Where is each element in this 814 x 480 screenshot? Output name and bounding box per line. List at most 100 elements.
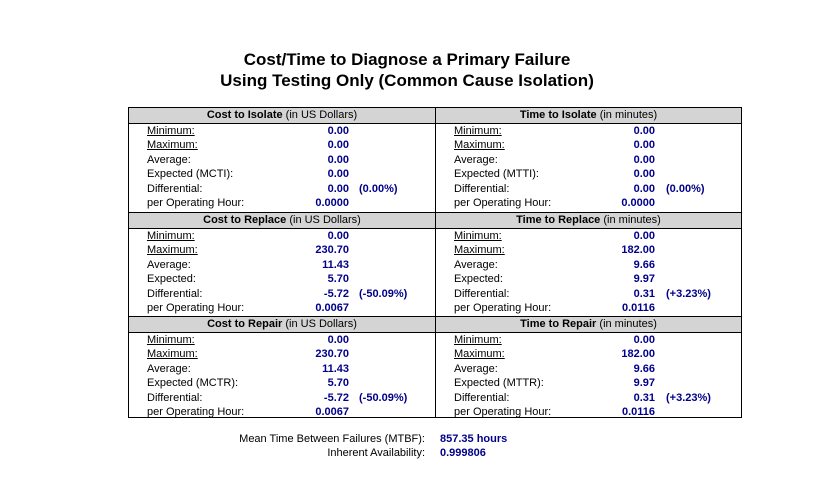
metric-label: Minimum: — [147, 334, 195, 346]
panel-unit: (in minutes) — [596, 318, 657, 330]
panel-unit: (in US Dollars) — [282, 109, 358, 121]
metric-value: 0.00 — [633, 334, 655, 346]
metric-value: 182.00 — [621, 348, 655, 361]
panel-cost-isolate: Cost to Isolate (in US Dollars) Minimum: 0… — [129, 108, 436, 212]
metric-value: 5.70 — [327, 377, 349, 390]
metric-value: 0.0000 — [621, 196, 655, 209]
metric-row: Maximum: 0.00 — [436, 138, 741, 152]
mtbf-value: 857.35 hours — [440, 433, 508, 445]
metric-row: Maximum: 182.00 — [436, 243, 741, 257]
metric-row: Differential: 0.00 (0.00%) — [436, 182, 741, 196]
metric-label: Minimum: — [147, 125, 195, 137]
metric-value: 0.00 — [327, 182, 349, 195]
metric-row: Expected: 9.97 — [436, 272, 741, 286]
metric-label: Differential: — [454, 287, 510, 300]
metric-row: Minimum: 0.00 — [129, 124, 435, 138]
metric-row: Minimum: 0.00 — [436, 333, 741, 347]
panel-title: Time to Replace — [516, 214, 601, 226]
metric-value: 0.00 — [633, 182, 655, 195]
metric-row: Average: 0.00 — [129, 153, 435, 167]
mtbf-label: Mean Time Between Failures (MTBF): — [239, 433, 425, 445]
metric-value: 9.97 — [633, 273, 655, 286]
metric-row: Maximum: 0.00 — [129, 138, 435, 152]
panel-title: Time to Repair — [520, 318, 597, 330]
metric-value: 5.70 — [327, 273, 349, 286]
metric-label: Expected (MTTI): — [454, 168, 539, 181]
metric-row: Minimum: 0.00 — [129, 229, 435, 243]
metric-label: Expected: — [454, 273, 503, 286]
metric-label: Average: — [147, 258, 191, 271]
metric-label: per Operating Hour: — [454, 405, 552, 418]
metric-row: Expected (MCTI): 0.00 — [129, 167, 435, 181]
metric-label: Differential: — [147, 287, 203, 300]
metric-row: Expected (MCTR): 5.70 — [129, 376, 435, 390]
metric-row: Average: 11.43 — [129, 362, 435, 376]
metric-row: per Operating Hour: 0.0067 — [129, 301, 435, 315]
metric-value: 0.00 — [327, 139, 349, 152]
metric-value: 0.00 — [327, 334, 349, 346]
metric-label: Maximum: — [454, 348, 505, 361]
metric-value: 9.97 — [633, 377, 655, 390]
metric-value: 0.00 — [327, 230, 349, 242]
metric-value: 0.00 — [633, 139, 655, 152]
metric-label: per Operating Hour: — [147, 405, 245, 418]
metric-value: -5.72 — [323, 287, 349, 300]
metric-value: 0.00 — [327, 153, 349, 166]
metric-label: Average: — [454, 362, 498, 375]
metric-percent: (-50.09%) — [359, 391, 408, 404]
metric-percent: (+3.23%) — [666, 287, 711, 300]
metric-label: Average: — [454, 258, 498, 271]
panel-header: Time to Replace (in minutes) — [436, 213, 741, 229]
panel-header: Cost to Repair (in US Dollars) — [129, 317, 435, 333]
metric-row: Maximum: 182.00 — [436, 347, 741, 361]
panel-time-replace: Time to Replace (in minutes) Minimum: 0.00… — [436, 212, 741, 316]
metric-value: 0.0116 — [621, 301, 655, 314]
metric-value: 0.0000 — [315, 196, 349, 209]
metric-row: Minimum: 0.00 — [129, 333, 435, 347]
metric-label: Differential: — [147, 182, 203, 195]
metric-label: Minimum: — [454, 334, 502, 346]
metric-label: Expected (MTTR): — [454, 377, 544, 390]
metric-label: Differential: — [454, 182, 510, 195]
metric-label: per Operating Hour: — [147, 196, 245, 209]
metric-label: Maximum: — [454, 139, 505, 152]
report-title-line2: Using Testing Only (Common Cause Isolati… — [220, 71, 594, 90]
metric-row: Minimum: 0.00 — [436, 229, 741, 243]
metric-value: 9.66 — [633, 362, 655, 375]
availability-row: Inherent Availability: 0.999806 — [0, 446, 814, 460]
metric-value: 0.31 — [633, 391, 655, 404]
panel-header: Cost to Replace (in US Dollars) — [129, 213, 435, 229]
panel-time-repair: Time to Repair (in minutes) Minimum: 0.00 M… — [436, 316, 741, 418]
availability-value: 0.999806 — [440, 447, 486, 459]
metric-row: Average: 0.00 — [436, 153, 741, 167]
metric-label: Expected: — [147, 273, 196, 286]
metric-percent: (-50.09%) — [359, 287, 408, 300]
metric-label: Average: — [454, 153, 498, 166]
metric-label: Maximum: — [147, 139, 198, 152]
metric-value: 0.00 — [327, 125, 349, 137]
metric-percent: (0.00%) — [666, 182, 705, 195]
report-title-line1: Cost/Time to Diagnose a Primary Failure — [243, 50, 571, 69]
metric-row: Expected (MTTI): 0.00 — [436, 167, 741, 181]
metric-row: Average: 9.66 — [436, 258, 741, 272]
metric-row: Expected: 5.70 — [129, 272, 435, 286]
metric-value: -5.72 — [323, 391, 349, 404]
metric-label: Average: — [147, 362, 191, 375]
metric-value: 0.00 — [327, 168, 349, 181]
metric-value: 182.00 — [621, 244, 655, 257]
metric-row: Differential: 0.31 (+3.23%) — [436, 391, 741, 405]
metric-label: Minimum: — [147, 230, 195, 242]
metric-percent: (+3.23%) — [666, 391, 711, 404]
metric-label: Maximum: — [147, 244, 198, 257]
metric-row: Maximum: 230.70 — [129, 243, 435, 257]
panel-title: Cost to Replace — [203, 214, 287, 226]
metric-value: 230.70 — [315, 244, 349, 257]
metric-row: Differential: -5.72 (-50.09%) — [129, 287, 435, 301]
panel-unit: (in US Dollars) — [286, 214, 361, 226]
metric-value: 0.0067 — [315, 405, 349, 418]
metric-percent: (0.00%) — [359, 182, 398, 195]
panel-title: Cost to Isolate — [206, 109, 283, 121]
metric-label: Average: — [147, 153, 191, 166]
metric-value: 9.66 — [633, 258, 655, 271]
metric-value: 0.00 — [633, 153, 655, 166]
